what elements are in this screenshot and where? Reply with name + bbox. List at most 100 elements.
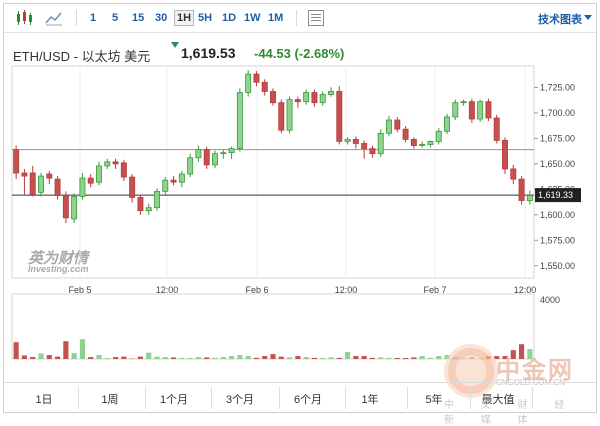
candle-body: [370, 149, 375, 154]
volume-bar: [353, 356, 358, 359]
period-1y-button[interactable]: 1年: [350, 391, 390, 407]
candle-body: [146, 208, 151, 211]
candle: [337, 86, 342, 144]
candle: [179, 171, 184, 187]
candle: [96, 162, 101, 185]
x-tick-label: 12:00: [514, 285, 537, 295]
candle-body: [362, 143, 367, 148]
volume-bar: [221, 357, 226, 359]
y-tick-label: 1,600.00: [540, 210, 575, 220]
volume-bar: [229, 356, 234, 359]
volume-axis-label: 4000: [540, 295, 560, 305]
volume-bar: [30, 357, 35, 359]
candle-body: [444, 117, 449, 131]
period-6mo-button[interactable]: 6个月: [288, 391, 328, 407]
y-tick-label: 1,700.00: [540, 108, 575, 118]
volume-bar: [436, 356, 441, 359]
candle: [72, 193, 77, 223]
volume-bar: [96, 355, 101, 359]
candle: [246, 70, 251, 97]
period-3mo-button[interactable]: 3个月: [220, 391, 260, 407]
y-tick-label: 1,725.00: [540, 82, 575, 92]
candle-body: [262, 82, 267, 91]
candle-body: [353, 139, 358, 143]
candle: [411, 137, 416, 148]
candle-body: [502, 140, 507, 169]
candle: [196, 146, 201, 162]
candle: [312, 89, 317, 106]
volume-bar: [138, 357, 143, 359]
x-tick-label: Feb 7: [423, 285, 446, 295]
candle-body: [80, 178, 85, 196]
volume-bar: [171, 357, 176, 359]
candle-body: [196, 150, 201, 158]
candle: [428, 140, 433, 147]
period-divider: [279, 387, 280, 409]
candle: [130, 174, 135, 203]
candle-body: [494, 118, 499, 140]
period-1d-button[interactable]: 1日: [24, 391, 64, 407]
candle-body: [171, 180, 176, 182]
volume-bar: [237, 355, 242, 359]
volume-bar: [88, 357, 93, 359]
candle: [469, 99, 474, 123]
candle-body: [304, 93, 309, 102]
volume-bar: [22, 355, 27, 359]
candle-body: [113, 162, 118, 164]
current-price-label: 1,619.33: [538, 190, 573, 200]
candle: [188, 154, 193, 177]
volume-bar: [320, 358, 325, 359]
candle-body: [511, 169, 516, 179]
candle: [527, 190, 532, 204]
price-chart[interactable]: 1,725.001,700.001,675.001,650.001,625.00…: [4, 4, 596, 382]
candle-body: [229, 149, 234, 153]
period-1mo-button[interactable]: 1个月: [154, 391, 194, 407]
candle: [320, 91, 325, 105]
candle: [113, 159, 118, 169]
candle-body: [436, 131, 441, 141]
candle: [444, 114, 449, 134]
volume-bar: [121, 357, 126, 359]
candle-body: [403, 129, 408, 139]
candle-body: [287, 100, 292, 131]
candle: [171, 176, 176, 185]
volume-bar: [105, 358, 110, 359]
volume-bar: [179, 358, 184, 359]
period-1w-button[interactable]: 1周: [90, 391, 130, 407]
candle: [436, 128, 441, 144]
period-divider: [345, 387, 346, 409]
candle-body: [337, 91, 342, 141]
cngold-slogan-watermark: 中 文 财 经 新 媒 体: [444, 396, 596, 426]
period-divider: [407, 387, 408, 409]
candle-body: [22, 173, 27, 176]
candle: [80, 173, 85, 200]
candle-body: [72, 196, 77, 218]
candle-body: [30, 173, 35, 194]
candle: [502, 137, 507, 174]
candle-body: [312, 93, 317, 103]
chart-widget: 1 5 15 30 1H 5H 1D 1W 1M 技术图表 ETH/USD - …: [3, 3, 597, 413]
x-tick-label: 12:00: [156, 285, 179, 295]
candle-body: [279, 103, 284, 131]
candle-body: [395, 120, 400, 129]
candle: [279, 100, 284, 134]
volume-bar: [146, 353, 151, 359]
candle-body: [478, 102, 483, 119]
candle-body: [328, 91, 333, 94]
candle: [395, 117, 400, 132]
candle: [353, 136, 358, 148]
candle: [386, 116, 391, 136]
volume-bar: [188, 358, 193, 359]
candle-body: [204, 150, 209, 165]
candle-body: [411, 139, 416, 145]
volume-bar: [370, 358, 375, 359]
candle: [47, 171, 52, 184]
candle-body: [295, 100, 300, 102]
candle: [511, 165, 516, 184]
candle: [204, 147, 209, 169]
candle: [88, 174, 93, 187]
candle: [295, 97, 300, 108]
volume-bar: [72, 353, 77, 359]
candle-body: [154, 191, 159, 207]
candle: [55, 176, 60, 199]
